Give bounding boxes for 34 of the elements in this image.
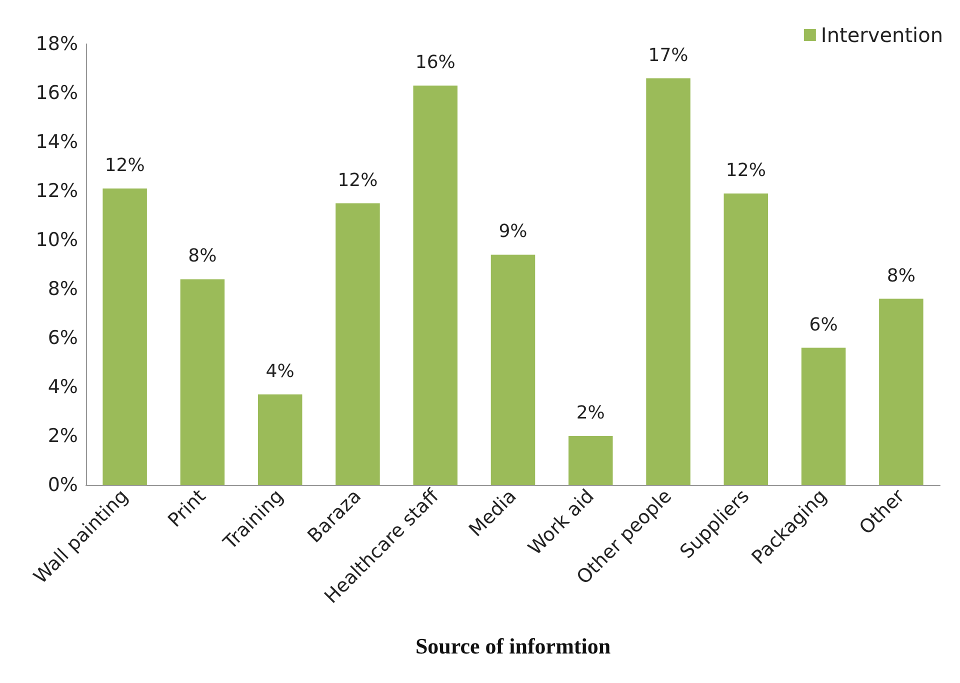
bar bbox=[724, 193, 768, 485]
bar bbox=[568, 436, 613, 485]
y-tick-label: 10% bbox=[36, 229, 78, 251]
data-label: 2% bbox=[576, 402, 605, 424]
bar bbox=[258, 394, 302, 485]
bar bbox=[336, 203, 380, 485]
y-tick-label: 6% bbox=[48, 327, 78, 349]
data-label: 12% bbox=[726, 160, 766, 181]
data-label: 6% bbox=[809, 314, 838, 336]
bar bbox=[646, 78, 690, 485]
y-tick-label: 2% bbox=[48, 425, 78, 447]
bar bbox=[180, 279, 225, 485]
x-axis-title: Source of informtion bbox=[415, 634, 611, 658]
data-label: 8% bbox=[886, 265, 916, 286]
bar bbox=[801, 348, 846, 485]
data-label: 16% bbox=[415, 52, 456, 74]
data-label: 17% bbox=[648, 44, 688, 66]
y-tick-label: 18% bbox=[36, 33, 78, 55]
data-label: 4% bbox=[266, 360, 294, 382]
y-tick-label: 0% bbox=[48, 474, 78, 496]
bar bbox=[490, 254, 536, 485]
bar bbox=[102, 188, 147, 485]
legend-label: Intervention bbox=[820, 23, 944, 47]
y-tick-label: 8% bbox=[48, 278, 78, 300]
data-label: 12% bbox=[104, 155, 145, 176]
data-label: 12% bbox=[338, 170, 378, 191]
data-label: 8% bbox=[188, 246, 217, 267]
bar bbox=[413, 86, 458, 485]
y-tick-label: 14% bbox=[36, 131, 78, 153]
bar bbox=[879, 298, 924, 485]
y-tick-label: 16% bbox=[36, 82, 78, 104]
y-tick-label: 12% bbox=[36, 180, 78, 202]
y-tick-label: 4% bbox=[48, 376, 78, 398]
data-label: 9% bbox=[498, 221, 528, 242]
